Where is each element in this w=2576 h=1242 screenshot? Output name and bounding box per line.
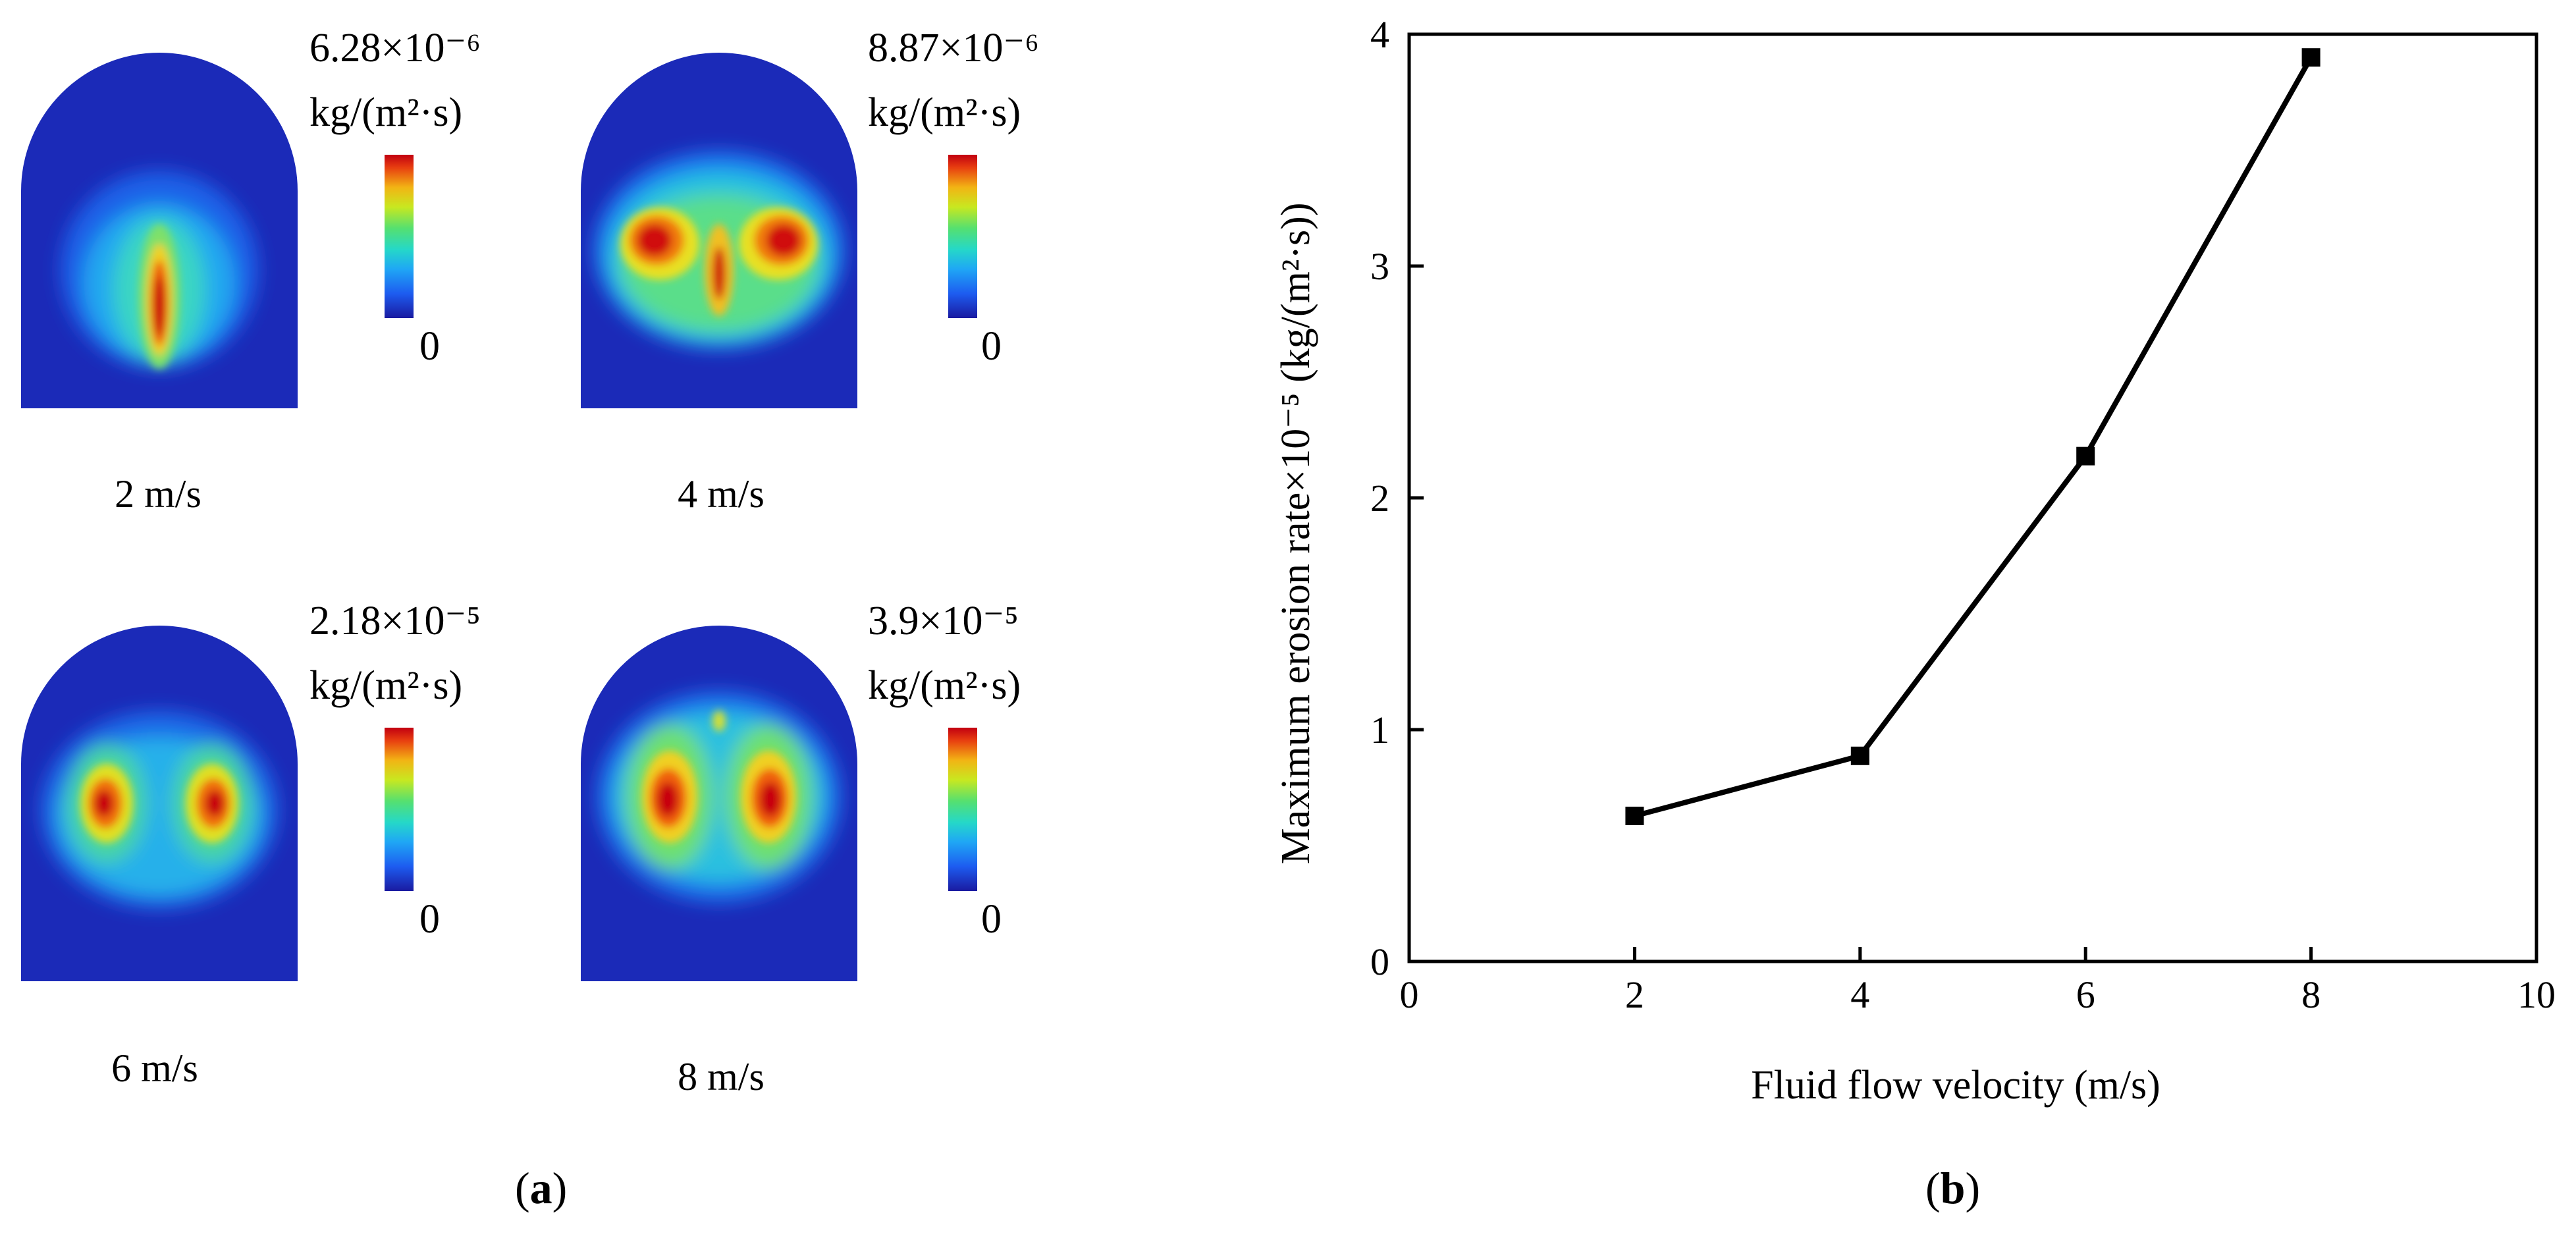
erosion-contour-map-8ms — [581, 626, 857, 981]
y-axis-label: Maximum erosion rate×10⁻⁵ (kg/(m²·s)) — [1274, 203, 1318, 865]
y-tick-label: 4 — [1370, 13, 1389, 56]
plot-frame — [1407, 32, 2538, 963]
map-max-value-4ms: 8.87×10⁻⁶ — [868, 26, 1039, 70]
x-tick-label: 10 — [2517, 973, 2556, 1016]
y-tick-label: 0 — [1370, 940, 1389, 983]
color-scale-bar-2ms — [385, 155, 414, 318]
x-tick-label: 8 — [2301, 973, 2321, 1016]
map-min-value-6ms: 0 — [419, 897, 440, 942]
erosion-contour-map-2ms — [21, 53, 298, 408]
chart-axes — [1407, 32, 2538, 963]
color-scale-bar-6ms — [385, 728, 414, 891]
map-min-value-8ms: 0 — [981, 897, 1002, 942]
chart-series — [1625, 48, 2321, 825]
map-max-value-6ms: 2.18×10⁻⁵ — [309, 599, 481, 643]
panel-a-label: (a) — [515, 1163, 568, 1213]
map-unit-6ms: kg/(m²·s) — [309, 663, 463, 708]
erosion-contour-map-4ms — [581, 53, 857, 408]
series-line — [1634, 56, 2314, 819]
map-velocity-label-4ms: 4 m/s — [678, 472, 765, 516]
chart-ticks: 0 2 4 6 8 10 0 1 2 3 4 — [1370, 13, 2556, 1016]
color-scale-bar-4ms — [948, 155, 977, 318]
y-tick-label: 1 — [1370, 709, 1389, 751]
data-point-marker — [2076, 446, 2095, 466]
x-tick-label: 0 — [1400, 973, 1419, 1016]
y-tick-label: 3 — [1370, 245, 1389, 288]
data-point-marker — [1850, 746, 1869, 765]
erosion-contour-map-6ms — [21, 626, 298, 981]
map-min-value-2ms: 0 — [419, 324, 440, 369]
map-velocity-label-8ms: 8 m/s — [678, 1055, 765, 1098]
x-tick-label: 6 — [2076, 973, 2095, 1016]
map-min-value-4ms: 0 — [981, 324, 1002, 369]
panel-b-label: (b) — [1925, 1163, 1981, 1213]
x-tick-label: 2 — [1625, 973, 1644, 1016]
map-max-value-2ms: 6.28×10⁻⁶ — [309, 26, 481, 70]
map-velocity-label-2ms: 2 m/s — [115, 472, 201, 516]
y-tick-label: 2 — [1370, 477, 1389, 520]
color-scale-bar-8ms — [948, 728, 977, 891]
map-max-value-8ms: 3.9×10⁻⁵ — [868, 599, 1019, 643]
map-velocity-label-6ms: 6 m/s — [111, 1046, 198, 1090]
data-point-marker — [1625, 806, 1644, 825]
x-tick-label: 4 — [1850, 973, 1869, 1016]
map-unit-2ms: kg/(m²·s) — [309, 90, 463, 135]
map-unit-4ms: kg/(m²·s) — [868, 90, 1021, 135]
data-point-marker — [2301, 48, 2321, 67]
x-axis-label: Fluid flow velocity (m/s) — [1751, 1063, 2160, 1108]
map-unit-8ms: kg/(m²·s) — [868, 663, 1021, 708]
